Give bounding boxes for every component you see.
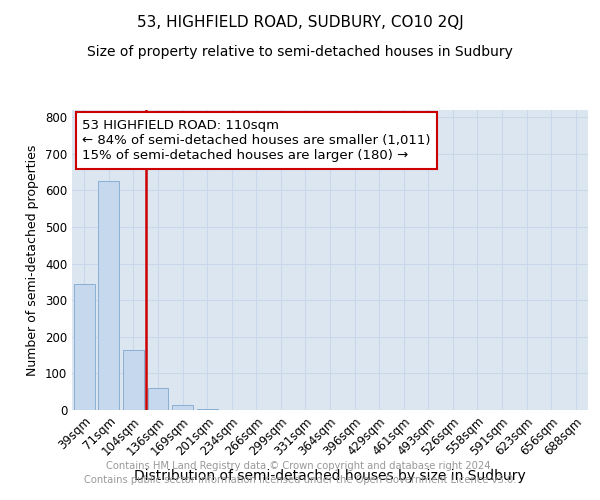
- Bar: [197, 409, 218, 410]
- X-axis label: Distribution of semi-detached houses by size in Sudbury: Distribution of semi-detached houses by …: [134, 469, 526, 483]
- Bar: [74, 284, 95, 410]
- Bar: [98, 182, 119, 410]
- Bar: [172, 404, 193, 410]
- Bar: [148, 388, 169, 410]
- Text: 53, HIGHFIELD ROAD, SUDBURY, CO10 2QJ: 53, HIGHFIELD ROAD, SUDBURY, CO10 2QJ: [137, 15, 463, 30]
- Bar: [123, 350, 144, 410]
- Text: Size of property relative to semi-detached houses in Sudbury: Size of property relative to semi-detach…: [87, 45, 513, 59]
- Text: 53 HIGHFIELD ROAD: 110sqm
← 84% of semi-detached houses are smaller (1,011)
15% : 53 HIGHFIELD ROAD: 110sqm ← 84% of semi-…: [82, 119, 431, 162]
- Y-axis label: Number of semi-detached properties: Number of semi-detached properties: [26, 144, 40, 376]
- Text: Contains HM Land Registry data © Crown copyright and database right 2024.
Contai: Contains HM Land Registry data © Crown c…: [84, 461, 516, 485]
